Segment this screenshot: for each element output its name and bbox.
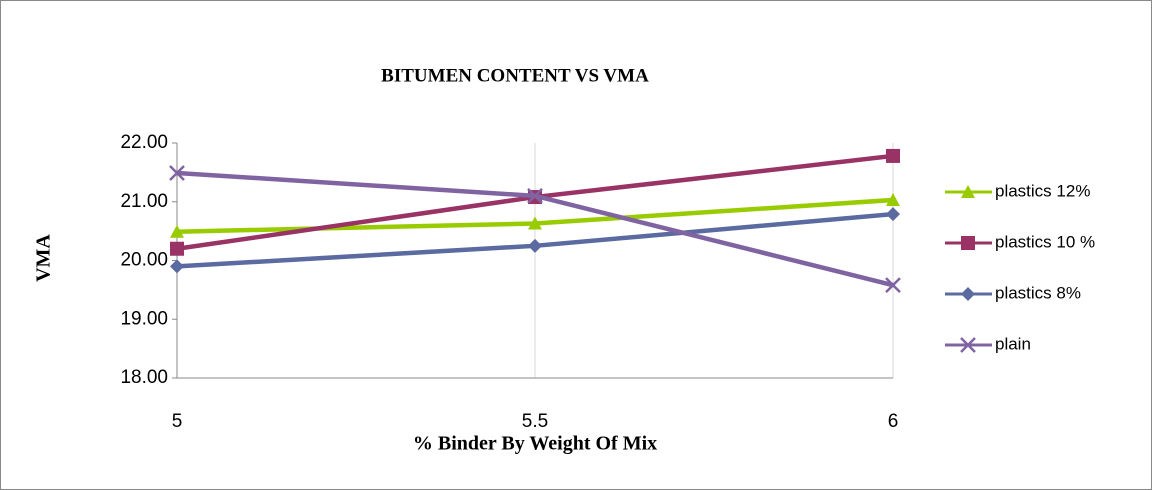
marker xyxy=(961,185,975,198)
legend-label: plain xyxy=(995,334,1031,353)
y-tick-label: 18.00 xyxy=(120,367,168,388)
y-tick-label: 19.00 xyxy=(120,308,168,329)
marker xyxy=(961,236,975,250)
marker xyxy=(169,165,185,181)
x-tick-label: 5.5 xyxy=(522,411,548,432)
y-axis-label: VMA xyxy=(33,234,55,282)
marker xyxy=(886,192,900,206)
marker xyxy=(885,277,901,294)
y-tick-label: 21.00 xyxy=(120,191,168,212)
marker xyxy=(528,216,542,230)
legend-label: plastics 10 % xyxy=(995,232,1095,251)
y-tick-label: 22.00 xyxy=(120,132,168,153)
marker xyxy=(960,337,976,353)
chart-title: BITUMEN CONTENT VS VMA xyxy=(381,65,649,86)
x-tick-label: 6 xyxy=(888,411,899,432)
marker xyxy=(170,259,184,274)
marker xyxy=(886,207,900,222)
marker xyxy=(961,287,975,301)
marker xyxy=(170,224,184,238)
y-tick-label: 20.00 xyxy=(120,250,168,271)
marker xyxy=(527,187,543,204)
marker xyxy=(886,148,900,163)
legend-label: plastics 8% xyxy=(995,283,1081,302)
x-axis-label: % Binder By Weight Of Mix xyxy=(413,433,657,455)
marker xyxy=(528,238,542,253)
marker xyxy=(170,241,184,256)
x-tick-label: 5 xyxy=(172,411,183,432)
legend-label: plastics 12% xyxy=(995,181,1090,200)
